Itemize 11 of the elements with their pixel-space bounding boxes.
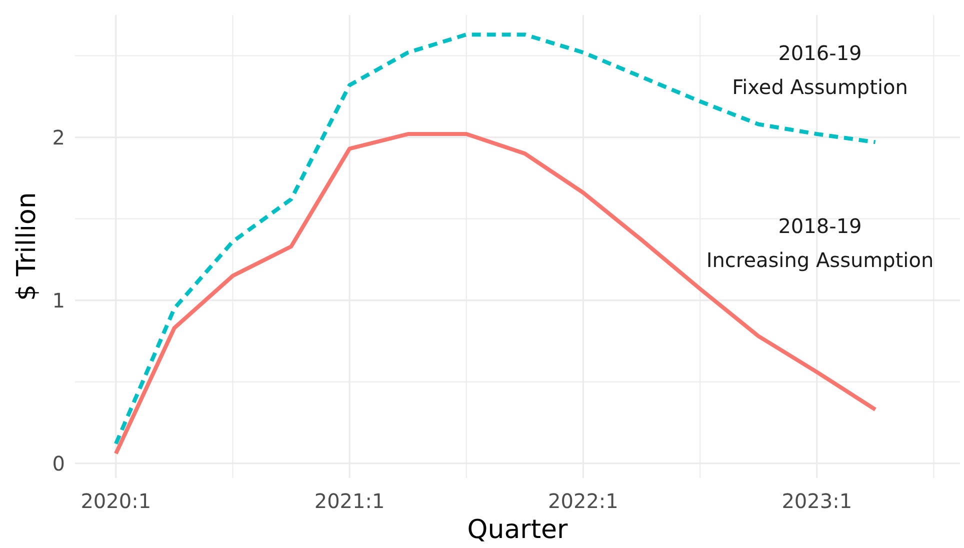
annotation: 2016-19 Fixed Assumption [732,41,908,99]
y-tick-label: 0 [52,451,65,476]
annotation: 2018-19 Increasing Assumption [706,214,934,272]
y-tick-label: 1 [52,288,65,312]
y-tick-label: 2 [52,125,65,150]
x-tick-label: 2022:1 [548,489,618,513]
x-tick-label: 2023:1 [782,489,852,513]
x-tick-label: 2021:1 [314,489,385,513]
y-axis-title: $ Trillion [12,192,42,301]
x-axis-title: Quarter [467,515,568,545]
x-tick-label: 2020:1 [80,489,152,513]
